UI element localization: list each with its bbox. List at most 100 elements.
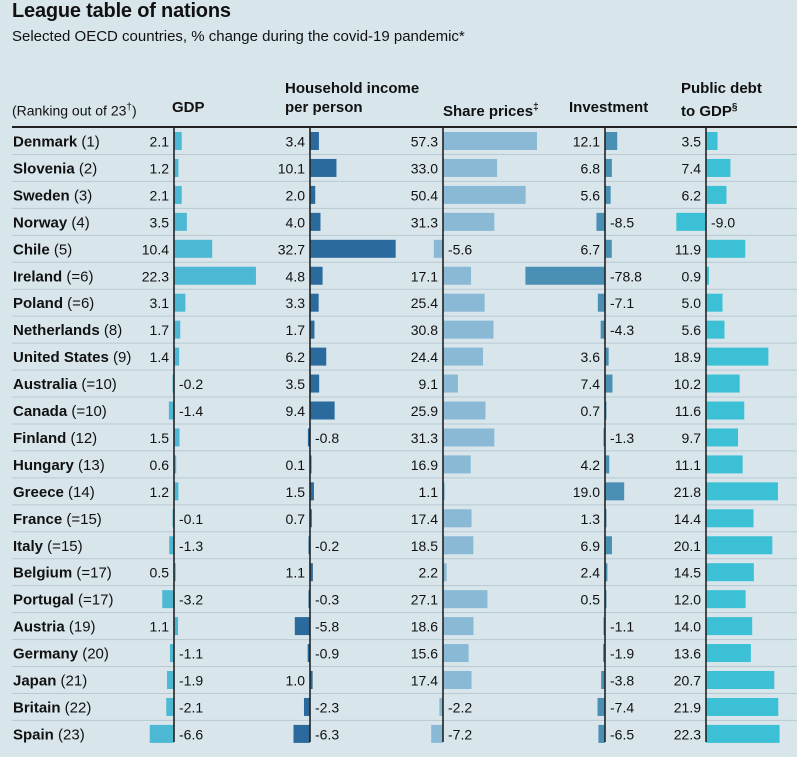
debt-value-label: 21.9 xyxy=(674,699,701,715)
income-value-label: 3.4 xyxy=(286,134,306,150)
income-value-label: -2.3 xyxy=(315,699,339,715)
debt-bar xyxy=(706,617,753,636)
share-bar xyxy=(443,212,495,231)
share-value-label: 50.4 xyxy=(411,187,438,203)
income-bar xyxy=(310,212,321,231)
investment-value-label: -6.5 xyxy=(610,726,634,742)
income-value-label: 4.8 xyxy=(286,268,306,284)
country-name: Greece xyxy=(13,484,64,501)
gdp-value-label: 22.3 xyxy=(142,268,169,284)
debt-value-label: 5.6 xyxy=(682,322,702,338)
gdp-value-label: -1.1 xyxy=(179,646,203,662)
investment-bar xyxy=(605,158,612,177)
gdp-bar xyxy=(174,293,186,312)
debt-value-label: 22.3 xyxy=(674,726,701,742)
country-label: Slovenia (2) xyxy=(13,160,97,177)
country-rank: (22) xyxy=(61,699,92,716)
income-bar xyxy=(310,239,396,258)
share-value-label: 57.3 xyxy=(411,134,438,150)
investment-value-label: 2.4 xyxy=(581,565,601,581)
share-bar xyxy=(443,320,494,339)
header-gdp: GDP xyxy=(172,99,205,116)
country-rank: (1) xyxy=(77,134,100,151)
share-bar xyxy=(443,428,495,447)
income-bar xyxy=(294,617,310,636)
share-value-label: 24.4 xyxy=(411,349,438,365)
country-rank: (8) xyxy=(100,322,123,339)
investment-bar xyxy=(605,482,625,501)
debt-bar xyxy=(706,158,731,177)
country-name: Norway xyxy=(13,214,68,231)
investment-value-label: 6.7 xyxy=(581,241,601,257)
header-investment: Investment xyxy=(569,99,649,116)
income-bar xyxy=(310,158,337,177)
header-debt-line2: to GDP§ xyxy=(681,98,762,121)
share-value-label: 17.4 xyxy=(411,673,438,689)
gdp-value-label: 1.1 xyxy=(150,619,170,635)
share-bar xyxy=(439,697,443,716)
income-value-label: 1.1 xyxy=(286,565,306,581)
share-value-label: 25.9 xyxy=(411,403,438,419)
income-bar xyxy=(310,563,313,582)
share-value-label: -7.2 xyxy=(448,726,472,742)
country-name: Hungary xyxy=(13,457,75,474)
gdp-value-label: -1.9 xyxy=(179,673,203,689)
country-name: Portugal xyxy=(13,592,74,609)
debt-value-label: 14.5 xyxy=(674,565,701,581)
debt-value-label: 5.0 xyxy=(682,295,702,311)
share-value-label: 18.5 xyxy=(411,538,438,554)
debt-value-label: 21.8 xyxy=(674,484,701,500)
investment-value-label: -7.4 xyxy=(610,699,634,715)
debt-value-label: -9.0 xyxy=(711,214,735,230)
gdp-value-label: 2.1 xyxy=(150,134,170,150)
investment-value-label: -3.8 xyxy=(610,673,634,689)
country-name: Japan xyxy=(13,673,56,690)
country-rank: (23) xyxy=(54,726,85,743)
income-value-label: 0.7 xyxy=(286,511,306,527)
investment-value-label: -7.1 xyxy=(610,295,634,311)
country-rank: (=6) xyxy=(62,268,93,285)
gdp-bar xyxy=(162,590,174,609)
gdp-value-label: -3.2 xyxy=(179,592,203,608)
share-value-label: -2.2 xyxy=(448,699,472,715)
debt-bar xyxy=(706,401,745,420)
header-income: Household income per person xyxy=(285,79,419,117)
investment-bar xyxy=(596,212,605,231)
header-ranking-text: (Ranking out of 23 xyxy=(12,102,127,119)
gdp-value-label: 10.4 xyxy=(142,241,169,257)
income-bar xyxy=(310,401,335,420)
share-value-label: 31.3 xyxy=(411,430,438,446)
debt-bar xyxy=(706,347,769,366)
investment-bar xyxy=(605,374,613,393)
income-value-label: -0.9 xyxy=(315,646,339,662)
investment-bar xyxy=(605,239,612,258)
income-bar xyxy=(293,724,310,743)
income-value-label: 32.7 xyxy=(278,241,305,257)
income-bar xyxy=(310,482,314,501)
gdp-value-label: 1.5 xyxy=(150,430,170,446)
gdp-bar xyxy=(174,617,179,636)
country-label: United States (9) xyxy=(13,349,131,366)
share-bar xyxy=(433,239,443,258)
country-rank: (3) xyxy=(70,187,93,204)
income-value-label: 4.0 xyxy=(286,214,306,230)
share-value-label: 9.1 xyxy=(419,376,439,392)
gdp-bar xyxy=(174,428,180,447)
income-value-label: 9.4 xyxy=(286,403,306,419)
gdp-value-label: 2.1 xyxy=(150,187,170,203)
investment-value-label: 5.6 xyxy=(581,187,601,203)
country-name: Germany xyxy=(13,646,79,663)
income-value-label: 6.2 xyxy=(286,349,306,365)
share-bar xyxy=(443,590,488,609)
gdp-bar xyxy=(174,482,179,501)
investment-bar xyxy=(525,266,605,285)
income-bar xyxy=(310,320,315,339)
country-rank: (=6) xyxy=(63,295,94,312)
country-name: Spain xyxy=(13,726,54,743)
country-label: France (=15) xyxy=(13,511,102,528)
country-rank: (=10) xyxy=(77,376,117,393)
debt-bar xyxy=(706,724,780,743)
share-bar xyxy=(443,671,472,689)
country-rank: (13) xyxy=(74,457,105,474)
